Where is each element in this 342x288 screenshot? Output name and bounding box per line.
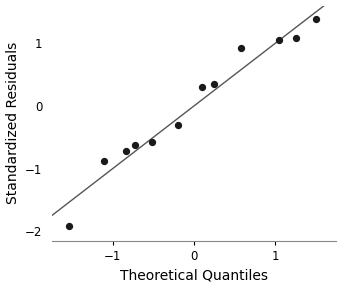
- Point: [175, 122, 181, 127]
- Point: [133, 143, 138, 148]
- Y-axis label: Standardized Residuals: Standardized Residuals: [5, 42, 19, 204]
- X-axis label: Theoretical Quantiles: Theoretical Quantiles: [120, 268, 268, 283]
- Point: [149, 139, 154, 144]
- Point: [277, 38, 282, 42]
- Point: [102, 158, 107, 163]
- Point: [199, 85, 205, 90]
- Point: [313, 17, 319, 22]
- Point: [238, 46, 244, 50]
- Point: [123, 149, 128, 154]
- Point: [67, 224, 72, 229]
- Point: [293, 36, 299, 41]
- Point: [212, 82, 217, 86]
